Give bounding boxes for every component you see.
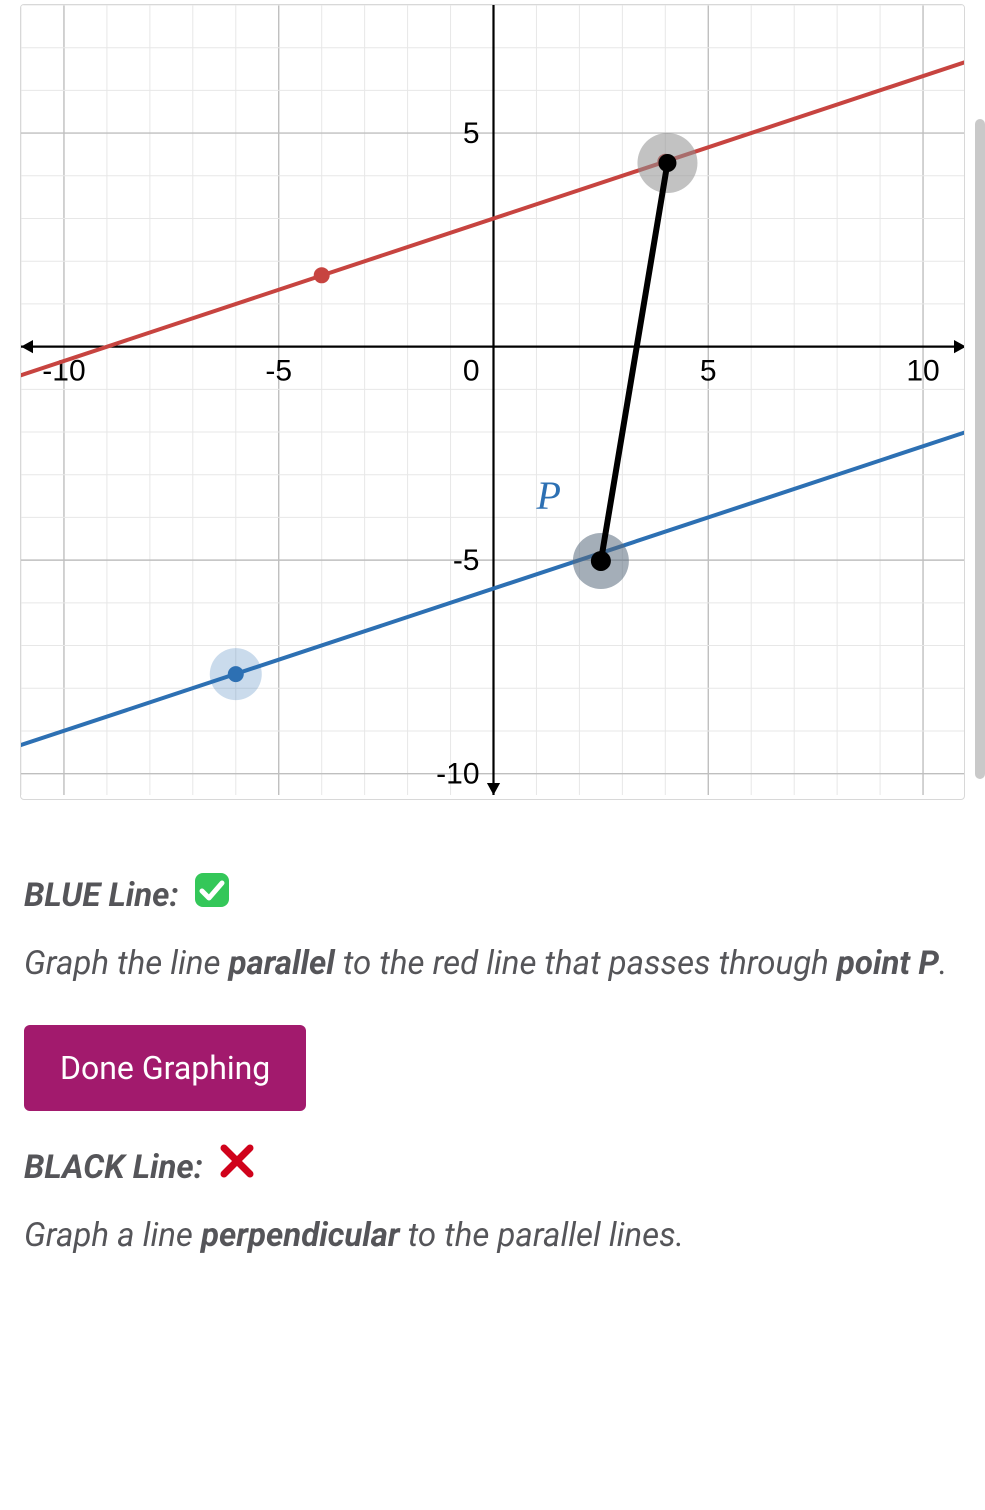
blue-bold-2: point P [837,944,939,983]
black-line-instruction: Graph a line perpendicular to the parall… [24,1210,961,1261]
svg-text:5: 5 [463,117,480,150]
scrollbar-track[interactable] [975,9,985,789]
blue-line-heading: BLUE Line: [24,870,961,924]
svg-text:-10: -10 [436,758,479,791]
scrollbar-thumb[interactable] [975,119,985,779]
graph-canvas[interactable]: -10-50510-10-55P [21,5,965,795]
svg-text:-5: -5 [453,544,480,577]
cross-icon [217,1141,257,1196]
check-icon [193,871,231,924]
blue-text-3: . [939,944,947,983]
black-bold-1: perpendicular [201,1216,400,1255]
black-line-label: BLACK Line: [24,1148,203,1187]
blue-bold-1: parallel [229,944,335,983]
blue-text-2: to the red line that passes through [335,944,837,983]
done-graphing-button[interactable]: Done Graphing [24,1025,306,1111]
svg-text:5: 5 [700,355,717,388]
black-text-1: Graph a line [24,1216,201,1255]
blue-line-instruction: Graph the line parallel to the red line … [24,938,961,989]
svg-text:10: 10 [906,355,939,388]
instructions-panel: BLUE Line: Graph the line parallel to th… [24,870,961,1262]
svg-text:P: P [535,473,560,518]
blue-text-1: Graph the line [24,944,229,983]
black-text-2: to the parallel lines. [400,1216,684,1255]
svg-text:-5: -5 [265,355,292,388]
svg-text:0: 0 [463,355,480,388]
black-line-heading: BLACK Line: [24,1141,961,1196]
blue-line-label: BLUE Line: [24,876,179,915]
coordinate-graph[interactable]: -10-50510-10-55P [20,4,965,800]
